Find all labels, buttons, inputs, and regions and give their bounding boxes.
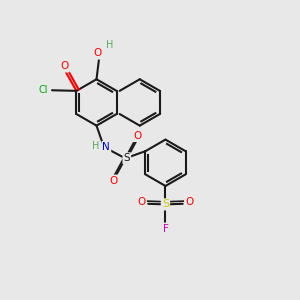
Text: O: O xyxy=(60,61,69,71)
Text: H: H xyxy=(92,140,99,151)
Text: S: S xyxy=(124,153,130,163)
Text: N: N xyxy=(102,142,110,152)
Text: O: O xyxy=(138,197,146,207)
Text: S: S xyxy=(162,200,169,209)
Text: F: F xyxy=(163,224,168,234)
Text: O: O xyxy=(185,197,194,207)
Text: O: O xyxy=(93,48,101,59)
Text: Cl: Cl xyxy=(39,85,49,95)
Text: H: H xyxy=(106,40,113,50)
Text: O: O xyxy=(109,176,118,186)
Text: O: O xyxy=(133,131,141,141)
